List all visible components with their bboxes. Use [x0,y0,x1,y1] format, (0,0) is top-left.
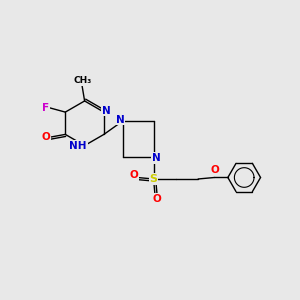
Text: F: F [42,103,50,112]
Text: O: O [41,132,50,142]
Text: O: O [130,170,139,180]
Text: N: N [102,106,111,116]
Text: CH₃: CH₃ [74,76,92,85]
Text: O: O [210,165,219,175]
Text: S: S [150,174,158,184]
Text: NH: NH [69,140,87,151]
Text: N: N [116,115,124,124]
Text: N: N [152,153,160,163]
Text: O: O [152,194,161,204]
